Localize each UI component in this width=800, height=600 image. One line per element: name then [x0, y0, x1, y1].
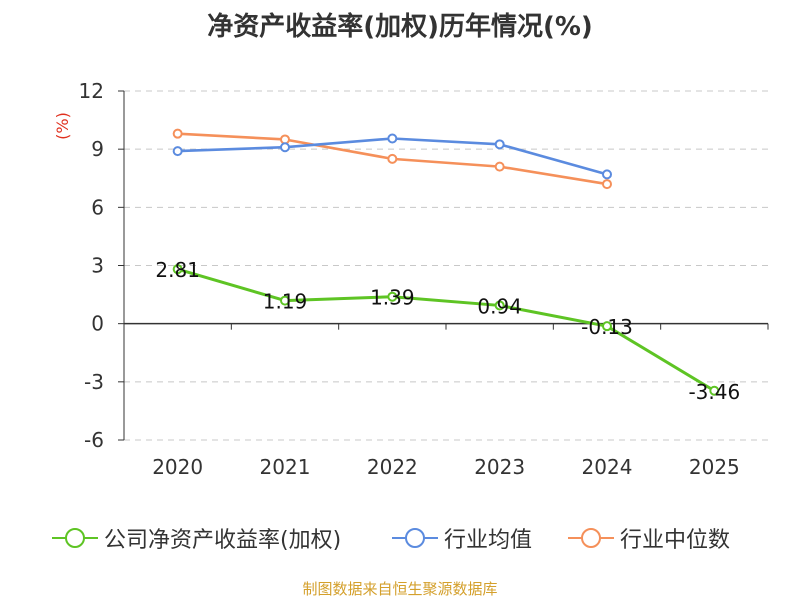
legend-line-marker-orange [568, 528, 614, 548]
series-point-2 [172, 128, 183, 139]
y-tick-label: -3 [84, 370, 104, 394]
data-label: -0.13 [581, 315, 633, 339]
chart-canvas: 12 9 6 3 0 -3 -6 (%) 2020 2021 2022 2023 2024 2025 2.8… [53, 79, 769, 479]
y-tick-label: -6 [84, 428, 104, 452]
legend-label-industry-median: 行业中位数 [620, 528, 731, 553]
y-tick-label: 9 [91, 137, 104, 161]
series-point-1 [494, 139, 505, 150]
data-label: 0.94 [477, 294, 522, 318]
legend-item-company-roe[interactable]: 公司净资产收益率(加权) [52, 518, 341, 558]
y-axis-unit-label: (%) [53, 112, 72, 140]
series-point-2 [387, 153, 398, 164]
y-tick-label: 12 [79, 79, 104, 103]
data-source-note: 制图数据来自恒生聚源数据库 [302, 580, 498, 598]
series-point-1 [602, 169, 612, 180]
series-point-0 [172, 264, 183, 275]
legend: 公司净资产收益率(加权) 行业均值 行业中位数 [0, 518, 800, 558]
chart-title: 净资产收益率(加权)历年情况(%) [207, 12, 593, 42]
data-label: 2.81 [155, 258, 200, 282]
x-tick-label: 2020 [152, 455, 203, 479]
y-tick-label: 3 [91, 254, 104, 278]
series-point-0 [494, 300, 505, 311]
legend-item-industry-median[interactable]: 行业中位数 [568, 518, 730, 558]
series-point-1 [387, 133, 398, 144]
x-tick-label: 2023 [474, 455, 525, 479]
legend-line-marker-blue [392, 528, 438, 548]
data-label: -3.46 [688, 380, 740, 404]
series-line-0 [177, 267, 716, 393]
x-tick-label: 2021 [260, 455, 311, 479]
y-tick-label: 6 [91, 195, 104, 219]
series-point-2 [494, 161, 505, 172]
series-point-0 [280, 295, 290, 306]
legend-label-industry-mean: 行业均值 [444, 528, 533, 553]
series-point-1 [280, 142, 290, 153]
series-point-1 [172, 146, 183, 157]
series-point-0 [387, 291, 398, 302]
legend-label-company-roe: 公司净资产收益率(加权) [104, 528, 342, 553]
series-point-0 [602, 321, 612, 332]
data-label: 1.19 [263, 290, 308, 314]
x-tick-label: 2025 [689, 455, 740, 479]
y-tick-label: 0 [91, 312, 104, 336]
data-label: 1.39 [370, 286, 415, 310]
x-tick-label: 2024 [582, 455, 633, 479]
x-tick-label: 2022 [367, 455, 418, 479]
series-point-0 [709, 385, 720, 396]
legend-line-marker-green [52, 528, 98, 548]
series-point-2 [602, 179, 612, 190]
legend-item-industry-mean[interactable]: 行业均值 [392, 518, 532, 558]
